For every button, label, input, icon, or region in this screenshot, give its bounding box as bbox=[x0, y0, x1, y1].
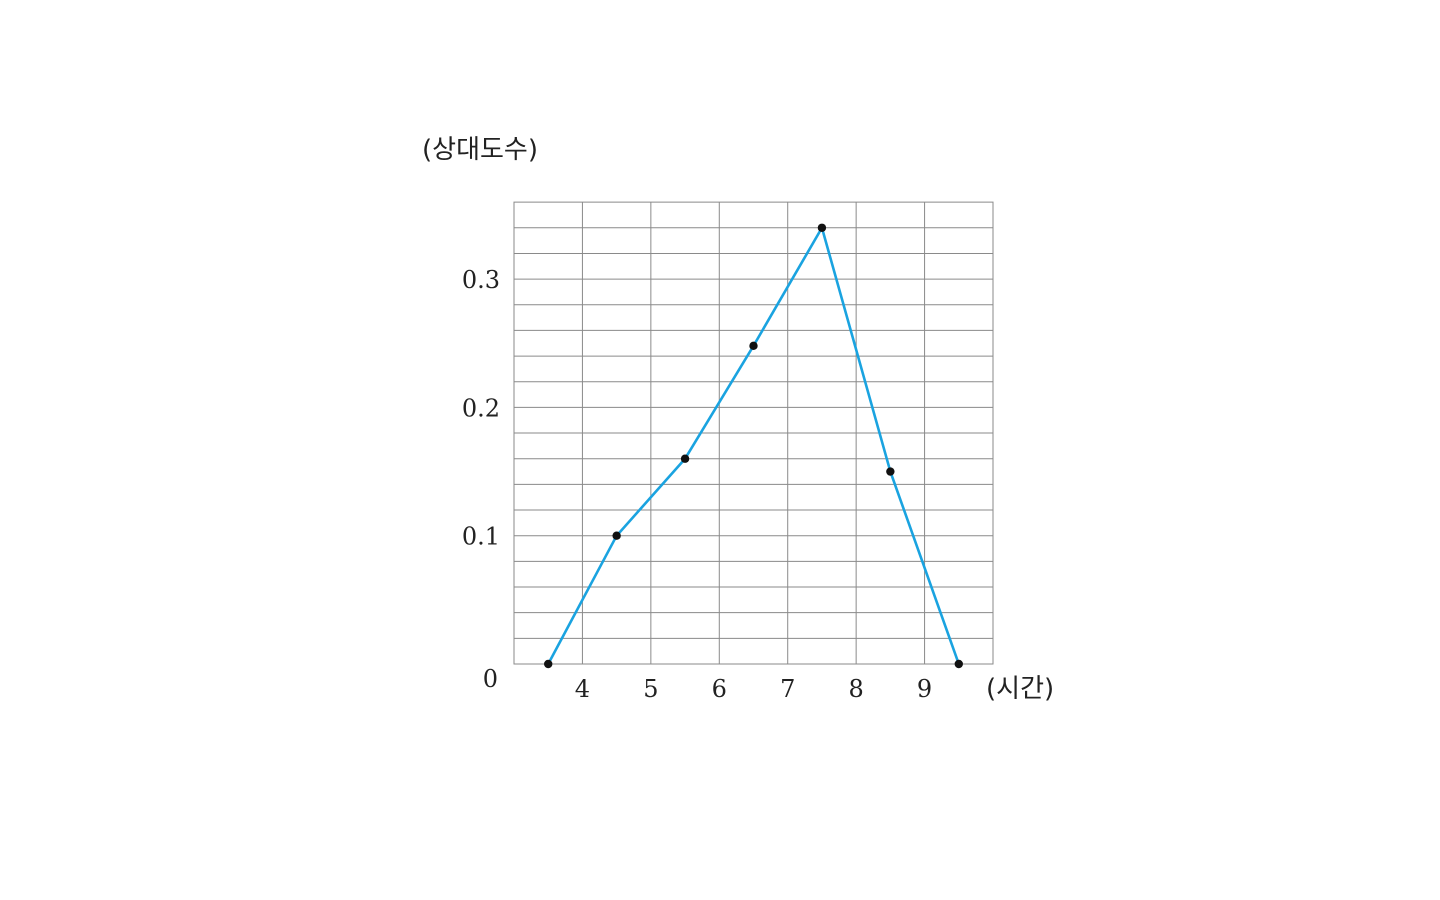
x-axis-label: (시간) bbox=[986, 674, 1054, 704]
data-point bbox=[680, 454, 690, 463]
y-tick-label: 0.1 bbox=[462, 523, 500, 551]
y-tick-label: 0.2 bbox=[462, 394, 500, 422]
data-point bbox=[817, 223, 827, 232]
frequency-polygon-line bbox=[547, 226, 961, 665]
x-tick-label: 4 bbox=[575, 675, 590, 703]
x-tick-label: 5 bbox=[643, 675, 658, 703]
y-axis-ticks: 0.1 0.2 0.3 bbox=[462, 266, 500, 551]
data-point bbox=[749, 341, 758, 351]
chart-grid bbox=[514, 202, 993, 664]
x-tick-label: 9 bbox=[917, 675, 932, 703]
chart-points bbox=[544, 223, 963, 669]
x-tick-label: 6 bbox=[712, 675, 727, 703]
data-point bbox=[954, 659, 963, 669]
y-tick-label: 0.3 bbox=[462, 266, 500, 294]
x-axis-ticks: 4 5 6 7 8 9 bbox=[575, 675, 932, 703]
data-point bbox=[612, 531, 621, 540]
chart-series bbox=[547, 226, 961, 665]
data-point bbox=[544, 659, 553, 669]
y-axis-label: (상대도수) bbox=[422, 135, 538, 165]
plot-area-frame bbox=[513, 201, 994, 665]
x-tick-label: 8 bbox=[849, 675, 864, 703]
data-point bbox=[886, 467, 895, 476]
x-tick-label: 7 bbox=[780, 675, 795, 703]
origin-label: 0 bbox=[483, 665, 498, 693]
